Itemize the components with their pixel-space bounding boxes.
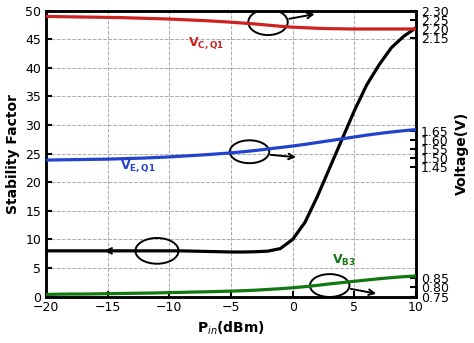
Y-axis label: Voltage(V): Voltage(V) bbox=[455, 112, 468, 195]
Text: $\mathbf{V_{B3}}$: $\mathbf{V_{B3}}$ bbox=[332, 253, 356, 268]
X-axis label: P$_{in}$(dBm): P$_{in}$(dBm) bbox=[197, 320, 265, 338]
Text: $\mathbf{V_{C,Q1}}$: $\mathbf{V_{C,Q1}}$ bbox=[188, 35, 224, 51]
Text: $\mathbf{V_{E,Q1}}$: $\mathbf{V_{E,Q1}}$ bbox=[120, 158, 156, 174]
Y-axis label: Stability Factor: Stability Factor bbox=[6, 94, 19, 214]
